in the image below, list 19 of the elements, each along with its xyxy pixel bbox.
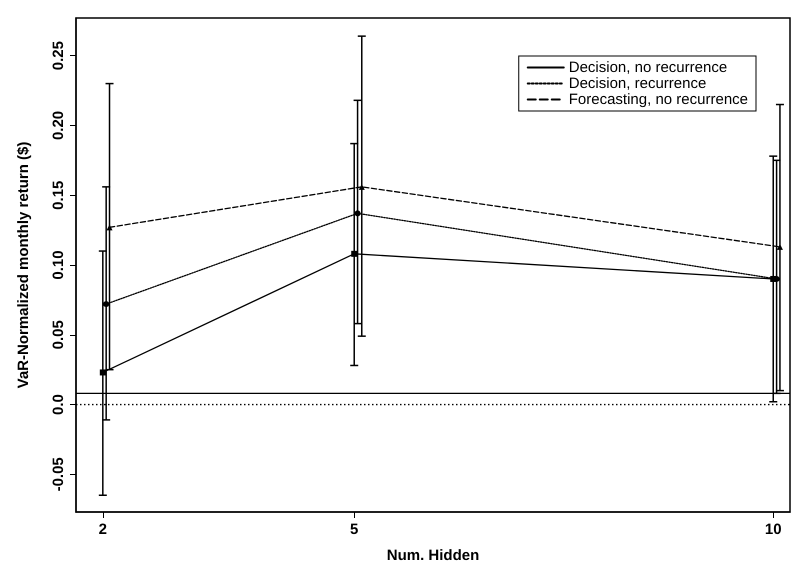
x-axis-title: Num. Hidden xyxy=(386,547,480,564)
y-tick-label: 0.20 xyxy=(50,110,67,140)
y-axis-title: VaR-Normalized monthly return ($) xyxy=(15,142,32,388)
point xyxy=(100,369,106,376)
legend-label: Decision, recurrence xyxy=(568,75,706,92)
y-tick-label: 0.05 xyxy=(50,320,67,350)
y-tick-label: 0.15 xyxy=(50,180,67,210)
y-tick-label: 0.25 xyxy=(50,41,67,70)
legend-label: Forecasting, no recurrence xyxy=(568,91,748,108)
point xyxy=(354,210,361,216)
point xyxy=(103,301,110,308)
y-tick-label: 0.0 xyxy=(50,394,67,415)
point xyxy=(351,250,358,257)
y-tick-label: 0.10 xyxy=(50,250,67,280)
x-tick-label: 5 xyxy=(350,521,358,538)
legend-label: Decision, no recurrence xyxy=(568,59,728,76)
x-tick-label: 2 xyxy=(98,521,107,538)
x-tick-label: 10 xyxy=(764,521,782,538)
y-tick-label: -0.05 xyxy=(50,457,67,492)
